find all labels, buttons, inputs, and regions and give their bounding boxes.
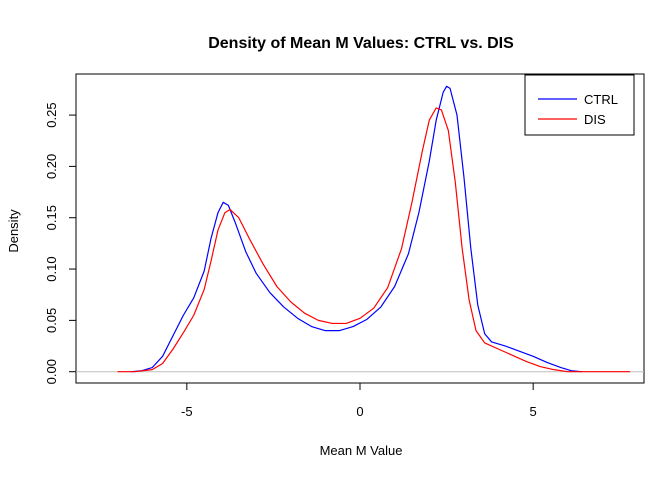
x-tick-label: 5	[530, 404, 537, 419]
y-tick-label: 0.05	[44, 308, 59, 333]
y-tick-label: 0.10	[44, 256, 59, 281]
x-axis-label: Mean M Value	[320, 443, 403, 458]
x-axis: -5 0 5	[181, 383, 537, 419]
y-axis: 0.00 0.05 0.10 0.15 0.20 0.25	[44, 102, 76, 384]
legend: CTRL DIS	[524, 74, 635, 136]
y-tick-label: 0.15	[44, 205, 59, 230]
y-axis-label: Density	[6, 209, 21, 253]
y-tick-label: 0.20	[44, 154, 59, 179]
legend-label-ctrl: CTRL	[584, 92, 618, 107]
y-tick-label: 0.00	[44, 359, 59, 384]
x-tick-label: -5	[181, 404, 193, 419]
legend-box	[524, 74, 635, 136]
y-tick-label: 0.25	[44, 102, 59, 127]
x-tick-label: 0	[356, 404, 363, 419]
legend-label-dis: DIS	[584, 112, 606, 127]
series-line-ctrl	[131, 85, 582, 373]
series-line-dis	[117, 107, 631, 373]
series-layer	[117, 85, 631, 373]
chart-title: Density of Mean M Values: CTRL vs. DIS	[208, 35, 514, 52]
